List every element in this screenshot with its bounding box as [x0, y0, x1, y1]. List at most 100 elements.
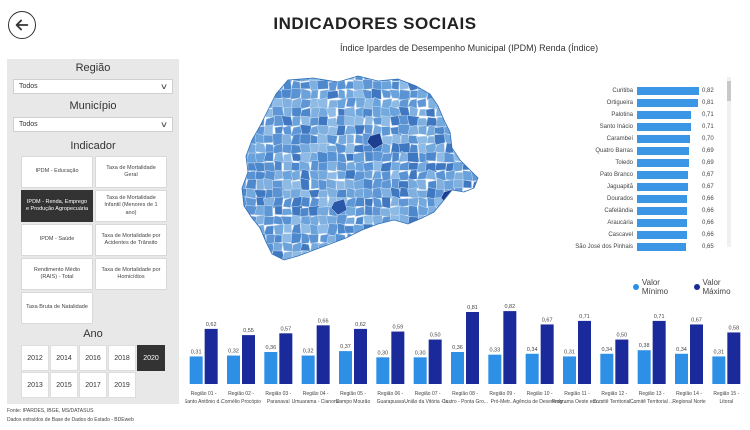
municipality-shape[interactable]: [444, 234, 455, 244]
municipality-shape[interactable]: [371, 241, 382, 254]
municipality-shape[interactable]: [326, 161, 339, 172]
municipality-shape[interactable]: [326, 171, 338, 180]
municipality-shape[interactable]: [372, 225, 383, 236]
municipality-shape[interactable]: [281, 259, 292, 267]
municipality-shape[interactable]: [452, 108, 464, 118]
municipality-shape[interactable]: [452, 178, 464, 191]
municipality-shape[interactable]: [471, 243, 480, 254]
municipality-shape[interactable]: [453, 196, 463, 208]
municipality-shape[interactable]: [344, 250, 357, 262]
municipality-shape[interactable]: [462, 161, 474, 171]
bar-max[interactable]: [690, 324, 703, 384]
municipality-shape[interactable]: [380, 142, 391, 154]
bar-min[interactable]: [227, 355, 240, 384]
municipality-shape[interactable]: [452, 259, 465, 267]
municipality-shape[interactable]: [398, 161, 411, 171]
municipality-shape[interactable]: [238, 251, 247, 261]
municipality-shape[interactable]: [381, 126, 391, 137]
municipality-shape[interactable]: [443, 214, 456, 226]
municipality-shape[interactable]: [445, 97, 456, 110]
municipality-shape[interactable]: [362, 79, 373, 90]
municipality-shape[interactable]: [409, 250, 419, 262]
bar-min[interactable]: [488, 354, 502, 384]
municipality-shape[interactable]: [434, 97, 447, 110]
municipality-shape[interactable]: [425, 241, 437, 253]
municipality-shape[interactable]: [238, 72, 248, 83]
municipality-shape[interactable]: [299, 98, 312, 110]
municipality-shape[interactable]: [290, 88, 302, 100]
municipality-shape[interactable]: [263, 134, 276, 144]
municipality-shape[interactable]: [335, 180, 346, 191]
municipality-shape[interactable]: [472, 106, 480, 118]
municipality-shape[interactable]: [245, 241, 257, 254]
municipality-shape[interactable]: [281, 134, 293, 145]
municipality-shape[interactable]: [460, 89, 472, 101]
municipality-shape[interactable]: [336, 160, 348, 172]
municipality-shape[interactable]: [388, 240, 402, 253]
municipality-shape[interactable]: [245, 178, 257, 190]
ranking-row[interactable]: Quatro Barras 0,69: [563, 145, 731, 157]
year-button-2016[interactable]: 2016: [79, 345, 107, 371]
municipality-shape[interactable]: [452, 161, 465, 172]
municipality-shape[interactable]: [254, 80, 267, 92]
bar-max[interactable]: [578, 320, 591, 384]
bar-min[interactable]: [525, 353, 539, 384]
year-button-2015[interactable]: 2015: [50, 372, 78, 398]
municipality-shape[interactable]: [415, 179, 427, 190]
municipality-shape[interactable]: [452, 223, 463, 235]
municipality-shape[interactable]: [436, 261, 446, 267]
municipality-shape[interactable]: [337, 88, 346, 100]
municipality-shape[interactable]: [254, 241, 265, 254]
municipality-shape[interactable]: [345, 97, 357, 108]
municipality-shape[interactable]: [460, 107, 474, 119]
municipality-shape[interactable]: [471, 205, 480, 218]
municipality-shape[interactable]: [469, 250, 480, 262]
bar-max[interactable]: [354, 328, 367, 384]
bar-max[interactable]: [466, 312, 479, 384]
municipality-shape[interactable]: [353, 259, 365, 267]
municipality-shape[interactable]: [444, 259, 456, 267]
municipality-shape[interactable]: [282, 241, 293, 252]
municipality-shape[interactable]: [354, 196, 365, 207]
municipality-shape[interactable]: [426, 206, 437, 218]
municipality-shape[interactable]: [336, 97, 347, 109]
municipality-shape[interactable]: [326, 90, 339, 100]
municipality-shape[interactable]: [291, 72, 302, 82]
municipality-shape[interactable]: [292, 261, 301, 267]
bar-min[interactable]: [376, 357, 390, 384]
municipality-shape[interactable]: [407, 98, 418, 109]
municipality-shape[interactable]: [300, 260, 311, 267]
municipality-shape[interactable]: [372, 196, 383, 209]
municipality-shape[interactable]: [238, 161, 248, 172]
bar-max[interactable]: [652, 320, 666, 384]
municipality-shape[interactable]: [238, 215, 248, 227]
municipality-shape[interactable]: [452, 231, 465, 245]
municipality-shape[interactable]: [453, 241, 463, 253]
municipality-shape[interactable]: [380, 152, 393, 163]
municipality-shape[interactable]: [273, 115, 284, 127]
municipality-shape[interactable]: [452, 72, 465, 82]
parana-choropleth-map[interactable]: [238, 72, 480, 267]
municipality-shape-highlight[interactable]: [330, 198, 348, 216]
municipality-shape[interactable]: [310, 89, 319, 100]
municipality-shape[interactable]: [290, 80, 301, 90]
municipality-shape[interactable]: [344, 259, 355, 267]
municipality-shape[interactable]: [436, 251, 447, 261]
bar-max[interactable]: [316, 325, 330, 384]
municipality-shape[interactable]: [282, 197, 293, 208]
ranking-row[interactable]: Jaguapitã 0,67: [563, 181, 731, 193]
municipality-shape[interactable]: [300, 87, 312, 100]
municipality-shape[interactable]: [272, 143, 283, 155]
municipality-shape[interactable]: [317, 251, 330, 262]
municipality-shape[interactable]: [326, 251, 337, 262]
year-button-2018[interactable]: 2018: [108, 345, 136, 371]
municipality-shape[interactable]: [361, 242, 375, 252]
municipality-shape[interactable]: [408, 72, 420, 82]
municipality-shape[interactable]: [363, 250, 374, 263]
municipality-shape[interactable]: [435, 240, 447, 254]
municipality-shape[interactable]: [406, 242, 418, 253]
municipality-shape[interactable]: [238, 80, 247, 91]
municipality-shape[interactable]: [398, 259, 411, 267]
municipality-shape[interactable]: [245, 234, 257, 244]
municipality-shape[interactable]: [256, 262, 264, 267]
